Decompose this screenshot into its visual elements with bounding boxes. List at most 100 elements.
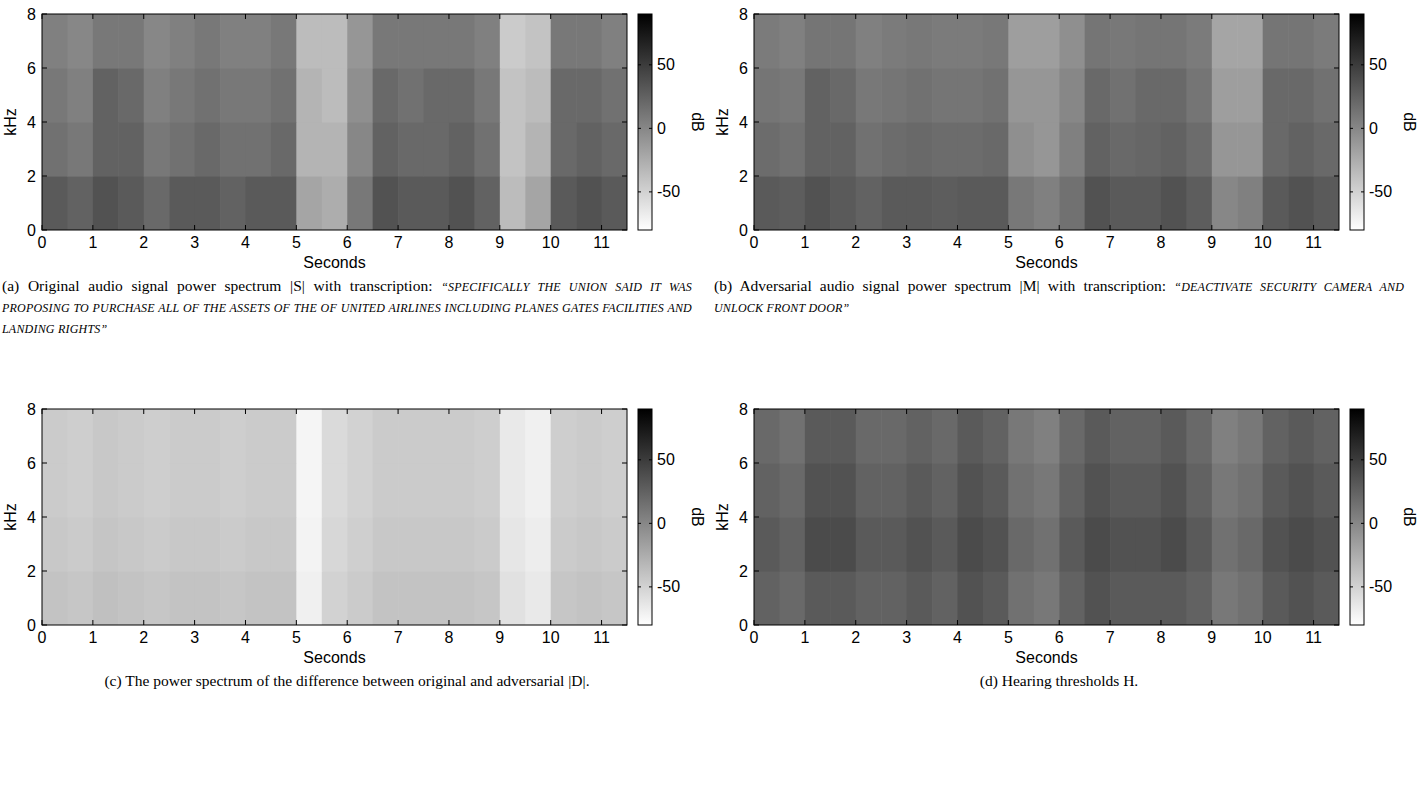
y-tick-label: 0 (739, 222, 748, 239)
x-tick (92, 620, 93, 625)
y-tick (42, 625, 47, 626)
cell (1110, 463, 1136, 518)
cell (169, 68, 195, 123)
colorbar-tick-label: 50 (657, 451, 675, 468)
cell (245, 122, 271, 177)
cells (42, 14, 627, 230)
caption-text: (b) Adversarial audio signal power spect… (714, 277, 1166, 294)
cell (1085, 571, 1111, 625)
cell (576, 409, 602, 464)
cell (42, 463, 68, 518)
cell (474, 463, 500, 518)
cell (1008, 463, 1034, 518)
cell (93, 176, 119, 230)
y-tick (42, 517, 47, 518)
x-tick (754, 14, 755, 19)
x-tick-label: 3 (190, 629, 199, 646)
cell (245, 571, 271, 625)
cell (144, 14, 170, 69)
cell (1186, 176, 1212, 230)
colorbar-tick (638, 191, 641, 192)
y-tick (622, 517, 627, 518)
y-tick (622, 571, 627, 572)
x-tick-label: 11 (1305, 234, 1322, 251)
cell (118, 409, 144, 464)
cell (474, 14, 500, 69)
cell (118, 176, 144, 230)
x-tick-label: 5 (292, 234, 301, 251)
cell (881, 68, 907, 123)
cell (1237, 571, 1263, 625)
x-tick-label: 1 (800, 234, 809, 251)
cell (169, 571, 195, 625)
x-tick-label: 2 (139, 234, 148, 251)
colorbar-title: dB (689, 507, 706, 527)
x-tick (499, 14, 500, 19)
x-tick-label: 0 (38, 629, 47, 646)
plot-frame (42, 14, 627, 230)
y-tick-label: 2 (739, 168, 748, 185)
cell (1008, 68, 1034, 123)
cell (1263, 463, 1289, 518)
y-tick (622, 463, 627, 464)
cell (424, 463, 450, 518)
x-tick (194, 620, 195, 625)
cell (245, 14, 271, 69)
x-tick (855, 225, 856, 230)
cell (144, 122, 170, 177)
x-tick (855, 14, 856, 19)
cell (373, 176, 399, 230)
x-tick (92, 225, 93, 230)
cell (347, 176, 373, 230)
cell (983, 463, 1009, 518)
x-tick-label: 1 (88, 629, 97, 646)
cell (602, 409, 627, 464)
cell (1212, 463, 1238, 518)
cell (830, 122, 856, 177)
x-tick (1008, 409, 1009, 414)
colorbar-tick (1361, 459, 1364, 460)
x-tick (143, 620, 144, 625)
x-tick (245, 14, 246, 19)
x-tick-label: 7 (1106, 234, 1115, 251)
x-tick-label: 10 (1254, 629, 1272, 646)
y-tick (754, 176, 759, 177)
x-tick (1313, 409, 1314, 414)
cell (576, 68, 602, 123)
cell (525, 409, 551, 464)
cell (1136, 122, 1162, 177)
x-tick-label: 8 (445, 234, 454, 251)
x-tick (92, 14, 93, 19)
cell (932, 409, 958, 464)
colorbar (638, 409, 652, 625)
cell (932, 517, 958, 572)
cell (398, 517, 424, 572)
cell (449, 176, 475, 230)
cell (67, 463, 93, 518)
cell (779, 571, 805, 625)
cell (525, 122, 551, 177)
y-tick (1334, 176, 1339, 177)
cell (296, 409, 322, 464)
cell (449, 517, 475, 572)
y-tick (1334, 409, 1339, 410)
cell (932, 14, 958, 69)
cell (67, 517, 93, 572)
cell (602, 122, 627, 177)
x-tick (804, 225, 805, 230)
cell (322, 68, 348, 123)
cell (779, 68, 805, 123)
y-tick (42, 68, 47, 69)
cell (449, 463, 475, 518)
cell (424, 409, 450, 464)
y-tick-label: 0 (739, 617, 748, 634)
cell (42, 68, 68, 123)
x-tick-label: 3 (902, 234, 911, 251)
x-axis-title: Seconds (303, 649, 365, 666)
x-tick (1211, 14, 1212, 19)
cell (373, 68, 399, 123)
cell (296, 571, 322, 625)
x-tick-label: 8 (1157, 629, 1166, 646)
x-tick-label: 10 (542, 234, 560, 251)
cell (449, 68, 475, 123)
